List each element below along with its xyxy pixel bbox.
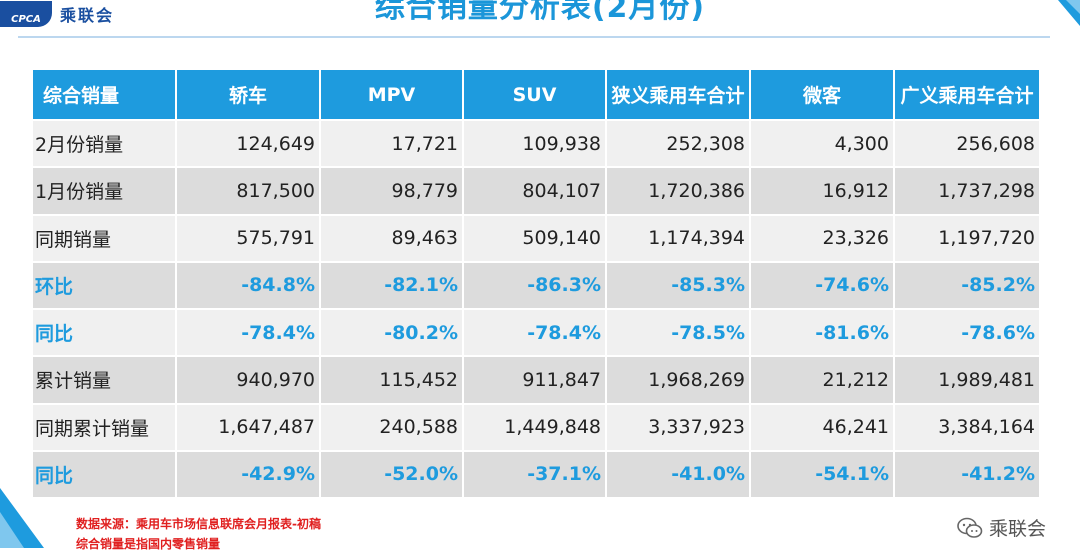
table-cell: -42.9% <box>177 449 321 497</box>
column-header: 综合销量 <box>33 70 177 119</box>
row-label: 累计销量 <box>33 355 177 403</box>
table-cell: 17,721 <box>321 119 464 167</box>
table-cell: 1,737,298 <box>895 166 1039 214</box>
table-cell: -41.2% <box>895 449 1039 497</box>
table-cell: 1,174,394 <box>607 213 751 261</box>
table-cell: 256,608 <box>895 119 1039 167</box>
corner-decoration <box>1058 0 1080 26</box>
table-cell: -52.0% <box>321 449 464 497</box>
table-cell: 509,140 <box>464 213 607 261</box>
table-cell: -41.0% <box>607 449 751 497</box>
column-header: 微客 <box>751 70 895 119</box>
table-cell: -85.3% <box>607 260 751 308</box>
column-header: 轿车 <box>177 70 321 119</box>
table-cell: 3,337,923 <box>607 402 751 450</box>
table-cell: 1,720,386 <box>607 166 751 214</box>
logo: CPCA 乘联会 <box>0 0 150 28</box>
table-row: 环比 -84.8% -82.1% -86.3% -85.3% -74.6% -8… <box>33 260 1039 308</box>
row-label: 同期累计销量 <box>33 402 177 450</box>
row-label: 环比 <box>33 260 177 308</box>
table-cell: -78.5% <box>607 308 751 356</box>
table-cell: -78.6% <box>895 308 1039 356</box>
table-cell: 252,308 <box>607 119 751 167</box>
table-cell: 1,647,487 <box>177 402 321 450</box>
table-row: 2月份销量 124,649 17,721 109,938 252,308 4,3… <box>33 119 1039 167</box>
table-cell: 109,938 <box>464 119 607 167</box>
table-cell: -37.1% <box>464 449 607 497</box>
table-row: 同比 -42.9% -52.0% -37.1% -41.0% -54.1% -4… <box>33 449 1039 497</box>
row-label: 同比 <box>33 449 177 497</box>
table-cell: 124,649 <box>177 119 321 167</box>
table-row: 同期累计销量 1,647,487 240,588 1,449,848 3,337… <box>33 402 1039 450</box>
table-cell: 940,970 <box>177 355 321 403</box>
table-cell: 1,197,720 <box>895 213 1039 261</box>
column-header: 狭义乘用车合计 <box>607 70 751 119</box>
footnotes: 数据来源：乘用车市场信息联席会月报表-初稿 综合销量是指国内零售销量 <box>76 514 321 554</box>
table-cell: -81.6% <box>751 308 895 356</box>
logo-text: 乘联会 <box>60 6 115 25</box>
page-title: 综合销量分析表(2月份) <box>374 0 706 25</box>
table-cell: -54.1% <box>751 449 895 497</box>
table-cell: 817,500 <box>177 166 321 214</box>
table-cell: 1,989,481 <box>895 355 1039 403</box>
table-cell: -74.6% <box>751 260 895 308</box>
table-cell: 89,463 <box>321 213 464 261</box>
column-header: MPV <box>321 70 464 119</box>
table-cell: -78.4% <box>177 308 321 356</box>
table-row: 同比 -78.4% -80.2% -78.4% -78.5% -81.6% -7… <box>33 308 1039 356</box>
table-cell: -86.3% <box>464 260 607 308</box>
column-header: SUV <box>464 70 607 119</box>
table-cell: 16,912 <box>751 166 895 214</box>
table-cell: 575,791 <box>177 213 321 261</box>
row-label: 同期销量 <box>33 213 177 261</box>
wechat-icon <box>957 517 983 538</box>
corner-decoration-left <box>0 488 44 548</box>
table-cell: 46,241 <box>751 402 895 450</box>
sales-table: 综合销量 轿车 MPV SUV 狭义乘用车合计 微客 广义乘用车合计 2月份销量… <box>33 70 1039 497</box>
table-row: 累计销量 940,970 115,452 911,847 1,968,269 2… <box>33 355 1039 403</box>
table-header-row: 综合销量 轿车 MPV SUV 狭义乘用车合计 微客 广义乘用车合计 <box>33 70 1039 119</box>
footnote-definition: 综合销量是指国内零售销量 <box>76 537 221 551</box>
table-cell: 240,588 <box>321 402 464 450</box>
row-label: 同比 <box>33 308 177 356</box>
table-cell: -85.2% <box>895 260 1039 308</box>
table-cell: -80.2% <box>321 308 464 356</box>
row-label: 2月份销量 <box>33 119 177 167</box>
watermark: 乘联会 <box>957 514 1046 541</box>
table-cell: 115,452 <box>321 355 464 403</box>
table-cell: 21,212 <box>751 355 895 403</box>
footnote-source: 数据来源：乘用车市场信息联席会月报表-初稿 <box>76 517 321 531</box>
table-row: 1月份销量 817,500 98,779 804,107 1,720,386 1… <box>33 166 1039 214</box>
table-cell: -82.1% <box>321 260 464 308</box>
table-cell: -78.4% <box>464 308 607 356</box>
table-cell: 911,847 <box>464 355 607 403</box>
watermark-text: 乘联会 <box>988 518 1046 540</box>
table-cell: 4,300 <box>751 119 895 167</box>
table-cell: -84.8% <box>177 260 321 308</box>
row-label: 1月份销量 <box>33 166 177 214</box>
table-cell: 98,779 <box>321 166 464 214</box>
column-header: 广义乘用车合计 <box>895 70 1039 119</box>
table-cell: 1,449,848 <box>464 402 607 450</box>
table-row: 同期销量 575,791 89,463 509,140 1,174,394 23… <box>33 213 1039 261</box>
header-divider <box>18 36 1050 38</box>
logo-mark: CPCA <box>0 1 52 27</box>
table-cell: 1,968,269 <box>607 355 751 403</box>
table-cell: 3,384,164 <box>895 402 1039 450</box>
table-cell: 804,107 <box>464 166 607 214</box>
table-cell: 23,326 <box>751 213 895 261</box>
